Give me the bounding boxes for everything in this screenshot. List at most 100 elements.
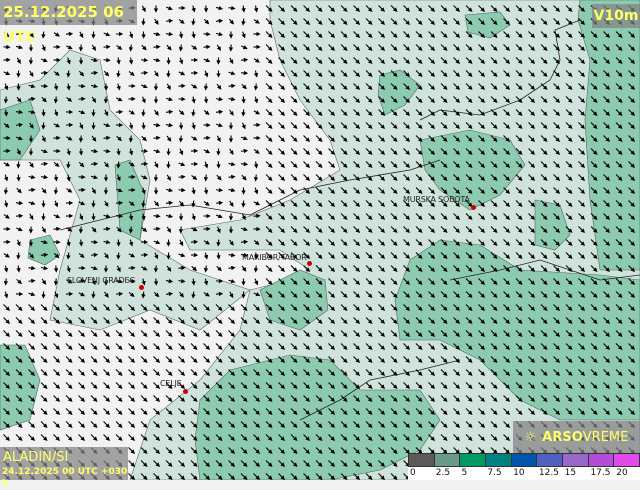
wind-arrow <box>181 32 182 37</box>
legend-swatch <box>486 454 512 466</box>
wind-arrow <box>6 188 7 193</box>
wind-arrow <box>41 255 46 256</box>
wind-arrow <box>41 177 46 178</box>
legend-swatch <box>409 454 435 466</box>
wind-arrow <box>206 266 207 271</box>
legend-swatch <box>537 454 563 466</box>
wind-arrow <box>181 123 182 128</box>
wind-arrow <box>193 19 194 24</box>
wind-arrow <box>131 227 132 232</box>
wind-arrow <box>193 110 194 115</box>
wind-arrow <box>256 84 257 89</box>
sun-icon: ☼ <box>525 430 537 445</box>
wind-arrow <box>29 281 34 282</box>
legend-swatch <box>512 454 538 466</box>
wind-arrow <box>179 268 184 269</box>
wind-arrow <box>206 97 207 102</box>
wind-arrow <box>68 71 69 76</box>
wind-arrow <box>16 112 21 113</box>
legend-tick: 15 <box>565 468 576 478</box>
wind-arrow <box>6 279 7 284</box>
wind-arrow <box>229 8 234 9</box>
legend-tick: 17.5 <box>590 468 610 478</box>
wind-arrow <box>229 177 234 178</box>
wind-arrow <box>256 162 257 167</box>
wind-arrow <box>166 294 171 295</box>
wind-arrow <box>56 175 57 180</box>
wind-arrow <box>206 175 207 180</box>
wind-arrow <box>229 268 234 269</box>
wind-arrow <box>241 164 246 165</box>
wind-arrow <box>18 253 19 258</box>
wind-arrow <box>6 97 7 102</box>
logo-bold: ARSO <box>542 430 583 445</box>
station-marker <box>183 389 188 394</box>
wind-arrow <box>154 216 159 217</box>
wind-arrow <box>6 110 7 115</box>
wind-arrow <box>81 240 82 245</box>
legend-tick: 10 <box>513 468 524 478</box>
model-info: ALADIN/SI 24.12.2025 00 UTC +030 h <box>0 447 128 480</box>
wind-map <box>0 0 640 480</box>
legend-swatch <box>563 454 589 466</box>
wind-arrow <box>166 112 171 113</box>
city-label: MARIBOR/TABOR <box>242 253 307 262</box>
station-marker <box>307 261 312 266</box>
wind-arrow <box>193 201 194 206</box>
wind-arrow <box>104 229 109 230</box>
wind-arrow <box>166 34 171 35</box>
station-marker <box>471 205 476 210</box>
wind-arrow <box>56 97 57 102</box>
wind-arrow <box>216 112 221 113</box>
legend-tick: 12.5 <box>539 468 559 478</box>
legend-swatch <box>614 454 639 466</box>
wind-arrow <box>166 203 171 204</box>
wind-arrow <box>68 253 69 258</box>
wind-arrow <box>193 279 194 284</box>
legend-swatch <box>435 454 461 466</box>
wind-arrow <box>16 125 21 126</box>
wind-arrow <box>216 99 221 100</box>
wind-arrow <box>68 162 69 167</box>
wind-arrow <box>118 71 119 76</box>
wind-arrow <box>143 214 144 219</box>
legend-swatch <box>589 454 615 466</box>
wind-arrow <box>131 136 132 141</box>
wind-arrow <box>154 138 159 139</box>
model-name: ALADIN/SI <box>0 447 128 466</box>
wind-arrow <box>91 73 96 74</box>
wind-arrow <box>131 45 132 50</box>
wind-arrow <box>79 86 84 87</box>
city-label: SLOVENJ GRADEC <box>67 276 135 285</box>
legend-tick: 5 <box>462 468 468 478</box>
wind-arrow <box>116 294 121 295</box>
wind-arrow <box>141 60 146 61</box>
wind-arrow <box>143 292 144 297</box>
wind-arrow <box>29 190 34 191</box>
wind-arrow <box>91 242 96 243</box>
city-label: CELJE <box>160 379 182 388</box>
wind-arrow <box>56 188 57 193</box>
station-marker <box>139 285 144 290</box>
legend-tick: 7.5 <box>487 468 501 478</box>
wind-arrow <box>18 266 19 271</box>
wind-arrow <box>91 164 96 165</box>
wind-arrow <box>229 86 234 87</box>
wind-arrow <box>243 19 244 24</box>
wind-arrow <box>256 175 257 180</box>
wind-arrow <box>68 84 69 89</box>
wind-arrow <box>29 99 34 100</box>
wind-arrow <box>181 45 182 50</box>
wind-arrow <box>179 281 184 282</box>
wind-arrow <box>104 151 109 152</box>
wind-arrow <box>29 268 34 269</box>
legend-swatch <box>460 454 486 466</box>
logo-light: VREME <box>583 430 629 445</box>
wind-arrow <box>91 255 96 256</box>
legend-tick: 2.5 <box>436 468 450 478</box>
forecast-timestamp: 25.12.2025 06 UTC <box>0 0 137 25</box>
legend-tick: 20 <box>616 468 627 478</box>
wind-arrow <box>154 47 159 48</box>
